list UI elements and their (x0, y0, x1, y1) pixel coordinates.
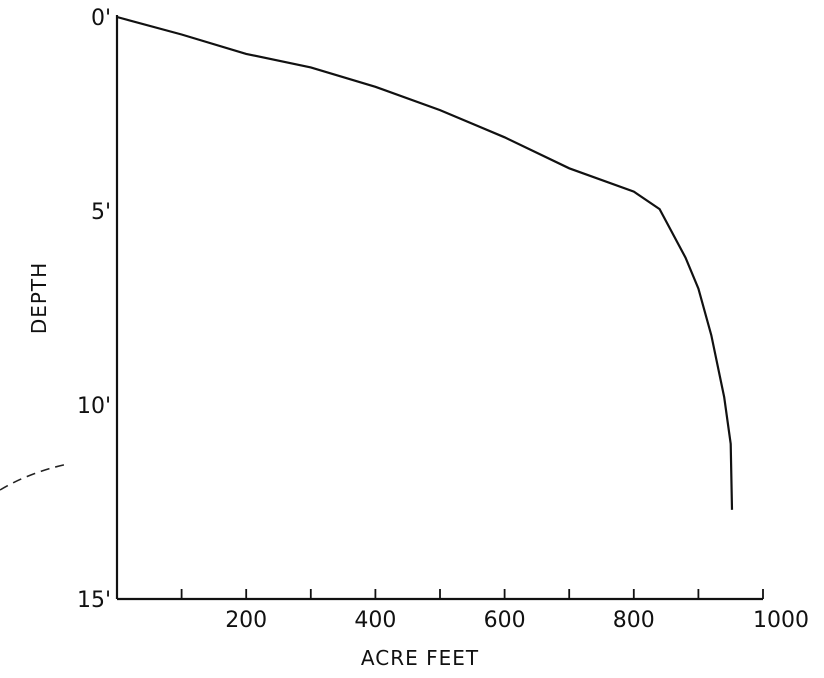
y-axis-label: DEPTH (27, 262, 51, 334)
y-tick-label: 15' (77, 588, 111, 613)
x-tick-label: 1000 (753, 608, 809, 633)
axes (115, 15, 763, 601)
series-line (116, 15, 734, 510)
y-tick-label: 10' (77, 394, 111, 419)
x-tick-labels: 200 400 600 800 1000 (225, 608, 809, 633)
x-tick-label: 400 (354, 608, 396, 633)
y-tick-labels: 0' 5' 10' 15' (77, 6, 111, 613)
x-tick-label: 800 (613, 608, 655, 633)
dashed-stray-mark (0, 463, 69, 491)
x-axis-label: ACRE FEET (361, 646, 479, 670)
x-ticks (180, 589, 764, 599)
y-tick-label: 0' (91, 6, 111, 31)
y-tick-label: 5' (91, 200, 111, 225)
x-tick-label: 200 (225, 608, 267, 633)
x-tick-label: 600 (484, 608, 526, 633)
